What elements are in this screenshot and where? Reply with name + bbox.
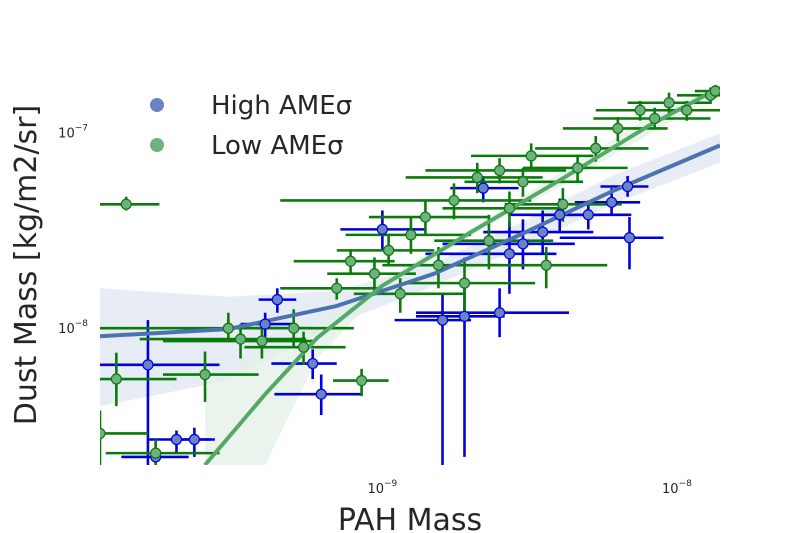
y-tick-label: 10−8: [58, 319, 88, 337]
data-point: [383, 244, 395, 256]
data-point: [355, 374, 368, 387]
data-point: [663, 97, 675, 109]
data-point: [222, 322, 234, 334]
data-point: [582, 209, 594, 221]
data-point: [394, 288, 406, 300]
data-point: [458, 277, 471, 289]
data-point: [170, 433, 183, 446]
data-point: [525, 150, 537, 162]
legend-label: Low AMEσ: [211, 131, 344, 161]
confidence-band-1: [205, 85, 720, 465]
data-point: [199, 368, 211, 381]
y-axis-ticks: 10−8 10−7: [58, 124, 88, 338]
data-point: [590, 142, 602, 154]
data-point: [612, 122, 624, 135]
data-point: [649, 112, 661, 125]
data-point: [331, 282, 343, 294]
data-point: [557, 198, 569, 210]
data-markers: [100, 85, 720, 463]
data-point: [259, 318, 271, 330]
data-point: [458, 310, 471, 322]
data-point: [234, 333, 247, 345]
x-axis-label: PAH Mass: [338, 503, 482, 533]
y-tick-label: 10−7: [58, 124, 88, 142]
data-point: [494, 307, 506, 319]
data-point: [503, 202, 516, 214]
data-point: [448, 194, 460, 207]
data-point: [554, 209, 566, 221]
fit-line-1: [203, 85, 720, 465]
data-point: [120, 198, 132, 210]
legend-marker: [150, 98, 164, 112]
data-point: [432, 259, 445, 271]
data-point: [537, 226, 549, 238]
data-point: [477, 182, 489, 194]
data-point: [503, 248, 516, 260]
data-point: [709, 85, 720, 97]
data-point: [315, 388, 327, 400]
data-point: [376, 223, 388, 235]
legend-label: High AMEσ: [211, 91, 352, 121]
data-point: [483, 235, 495, 247]
y-axis-label: Dust Mass [kg/m2/sr]: [9, 105, 44, 425]
data-point: [436, 314, 449, 326]
data-point: [681, 104, 693, 116]
data-point: [271, 294, 283, 306]
x-tick-label: 10−8: [662, 479, 692, 497]
data-point: [368, 268, 381, 280]
data-point: [572, 162, 584, 174]
data-point: [517, 176, 529, 188]
legend-marker: [150, 138, 164, 152]
data-point: [344, 255, 357, 267]
data-point: [494, 164, 506, 177]
data-point: [606, 196, 618, 208]
x-tick-label: 10−9: [367, 479, 397, 497]
data-point: [517, 238, 529, 250]
data-point: [623, 232, 636, 244]
data-point: [634, 104, 646, 116]
data-point: [142, 359, 154, 371]
data-point: [419, 211, 432, 223]
data-point: [288, 322, 300, 334]
x-axis-ticks: 10−9 10−8: [367, 479, 692, 497]
data-point: [256, 335, 268, 347]
legend: High AMEσ Low AMEσ: [150, 91, 352, 161]
data-point: [622, 180, 634, 193]
data-point: [188, 433, 200, 446]
data-point: [405, 229, 417, 241]
data-point: [297, 341, 310, 353]
data-point: [307, 357, 319, 370]
data-point: [150, 447, 162, 459]
data-point: [471, 171, 483, 183]
data-point: [100, 427, 106, 440]
data-point: [110, 373, 122, 385]
data-point: [540, 259, 552, 271]
